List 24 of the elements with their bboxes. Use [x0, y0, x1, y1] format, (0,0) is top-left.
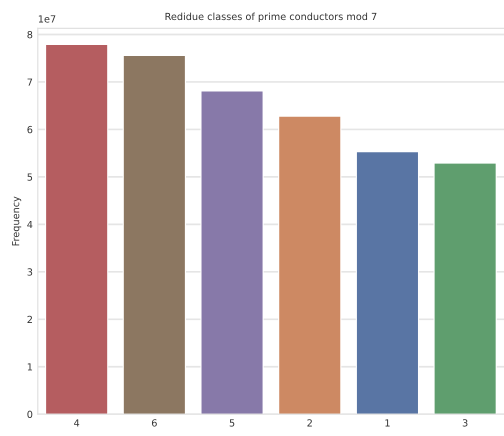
x-tick-label: 3 — [462, 419, 468, 427]
y-axis-title: Frequency — [12, 196, 22, 246]
y-tick-label: 7 — [28, 78, 32, 86]
x-tick-label: 6 — [152, 419, 157, 427]
chart-title: Redidue classes of prime conductors mod 7 — [166, 12, 376, 22]
y-tick-label: 2 — [27, 316, 32, 323]
bar — [434, 162, 497, 414]
y-tick-label: 6 — [27, 126, 32, 134]
y-tick-label: 1 — [28, 363, 32, 370]
y-tick-label: 8 — [27, 30, 32, 38]
bar — [278, 116, 342, 414]
bar — [356, 151, 420, 414]
bar — [200, 90, 264, 414]
bar — [122, 54, 186, 414]
y-tick-label: 4 — [27, 220, 32, 228]
text: 1e7 — [38, 15, 56, 23]
x-tick-label: 1 — [385, 419, 390, 426]
x-tick-label: 2 — [307, 419, 312, 426]
bar — [45, 44, 108, 414]
y-tick-label: 0 — [27, 410, 32, 418]
y-tick-label: 3 — [27, 268, 32, 276]
x-tick-label: 5 — [230, 419, 234, 427]
y-tick-label: 5 — [28, 174, 32, 181]
x-tick-label: 4 — [74, 419, 80, 426]
